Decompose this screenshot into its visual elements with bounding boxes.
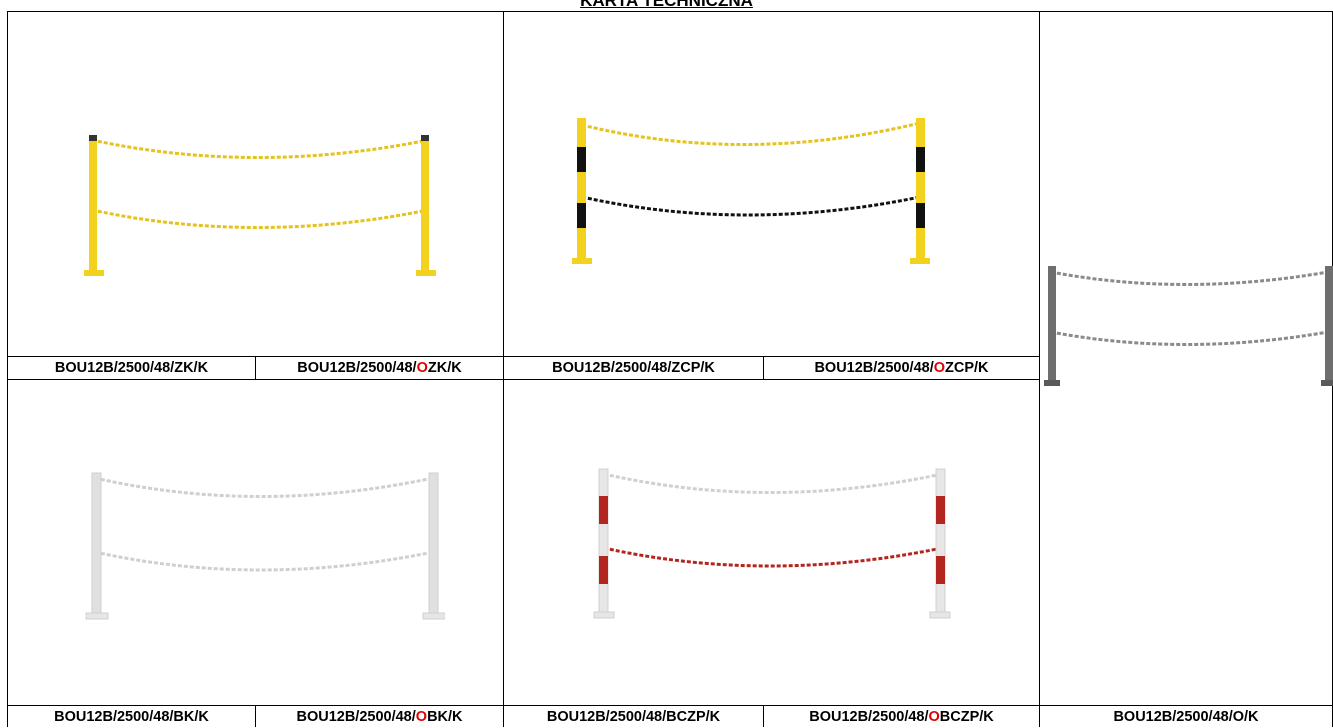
divider-col-2 (1039, 11, 1040, 727)
label-ozk: BOU12B/2500/48/OZK/K (297, 360, 462, 376)
divider-label-top-2 (7, 705, 1333, 706)
divider-label-bottom-1 (7, 379, 1040, 380)
barrier-white-image (85, 472, 445, 620)
label-obczp: BOU12B/2500/48/OBCZP/K (809, 709, 994, 725)
label-bczp: BOU12B/2500/48/BCZP/K (546, 709, 721, 725)
page-title: KARTA TECHNICZNA (580, 0, 753, 10)
divider-sub-1a (255, 356, 256, 380)
table-border-left (7, 11, 8, 727)
label-zcp: BOU12B/2500/48/ZCP/K (552, 360, 715, 376)
label-bk: BOU12B/2500/48/BK/K (54, 709, 209, 725)
barrier-yellow-black-image (572, 118, 930, 264)
label-obk: BOU12B/2500/48/OBK/K (296, 709, 463, 725)
barrier-red-white-image (593, 468, 951, 619)
divider-sub-2b (763, 705, 764, 727)
divider-label-top-1 (7, 356, 1040, 357)
divider-sub-1b (763, 356, 764, 380)
barrier-galvanized-image (1044, 266, 1333, 386)
label-ok: BOU12B/2500/48/O/K (1113, 709, 1259, 725)
divider-sub-2a (255, 705, 256, 727)
label-ozcp: BOU12B/2500/48/OZCP/K (814, 360, 989, 376)
table-border-top (7, 11, 1333, 12)
barrier-yellow-image (84, 135, 436, 276)
divider-col-1 (503, 11, 504, 727)
label-zk: BOU12B/2500/48/ZK/K (54, 360, 209, 376)
